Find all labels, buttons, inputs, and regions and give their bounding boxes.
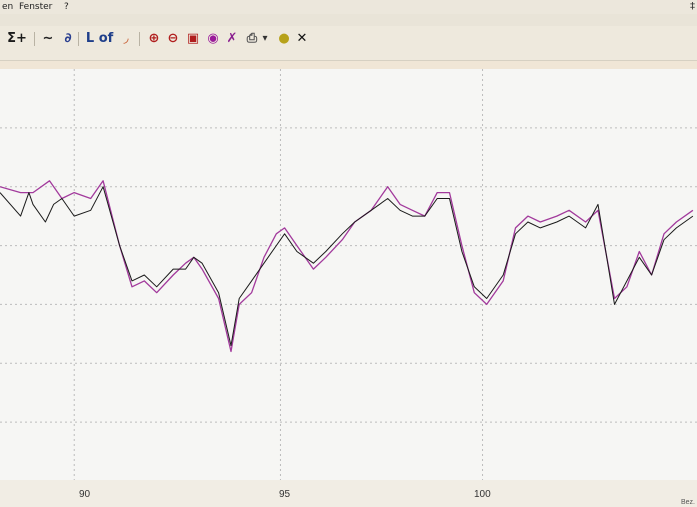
pin-icon[interactable]: ‡ [690, 1, 695, 12]
toolbar-separator [139, 32, 140, 46]
menubar: en Fenster ? ‡ [0, 0, 697, 14]
smooth-curve-icon[interactable]: ∼ [42, 31, 54, 46]
zoom-box-icon[interactable]: ▣ [186, 31, 200, 46]
menu-help[interactable]: ? [64, 2, 69, 12]
axis-l-icon[interactable]: L [85, 31, 95, 46]
plot-area[interactable] [0, 69, 697, 481]
x-axis: 90 95 100 Bez. [0, 480, 697, 507]
sum-plus-icon[interactable]: Σ+ [7, 31, 27, 46]
angle-icon[interactable]: ◞ [123, 31, 129, 46]
toolbar: Σ+ ∼ ∂ L of ◞ ⊕ ⊖ ▣ ◉ ✗ ⎙ ▾ ● ✕ [0, 26, 697, 61]
x-tick-label: 95 [279, 489, 291, 500]
toolbar-strip [0, 61, 697, 69]
x-tick-label: 100 [474, 489, 491, 500]
menu-edit[interactable]: en [2, 2, 14, 12]
menu-fenster[interactable]: Fenster [19, 2, 53, 12]
series-line-2 [0, 186, 694, 347]
view-icon[interactable]: ◉ [207, 31, 219, 46]
color-icon[interactable]: ● [278, 31, 290, 46]
zoom-out-icon[interactable]: ⊖ [167, 31, 179, 46]
series-line-1 [0, 180, 694, 353]
cut-icon[interactable]: ✗ [226, 31, 238, 46]
axis-corner-label: Bez. [680, 499, 695, 506]
toolbar-separator [34, 32, 35, 46]
chart-mode-icon[interactable]: ∂ [64, 31, 72, 46]
of-icon[interactable]: of [98, 31, 114, 46]
line-chart [0, 69, 697, 481]
toolbar-separator [78, 32, 79, 46]
x-tick-label: 90 [79, 489, 91, 500]
close-icon[interactable]: ✕ [296, 31, 308, 46]
dropdown-caret-icon[interactable]: ▾ [262, 33, 268, 44]
zoom-in-icon[interactable]: ⊕ [148, 31, 160, 46]
print-icon[interactable]: ⎙ [246, 31, 258, 46]
